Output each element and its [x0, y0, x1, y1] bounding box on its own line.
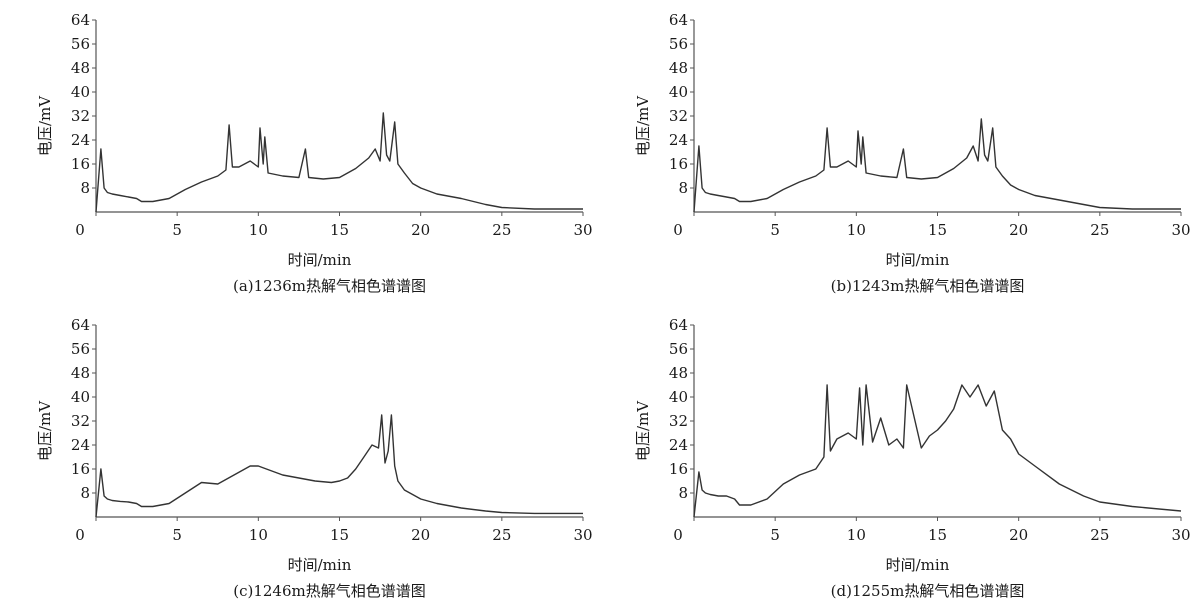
y-tick-label-b: 16	[669, 155, 688, 173]
x-tick-label-b: 0	[673, 221, 683, 239]
x-tick-label-d: 15	[928, 526, 947, 544]
y-tick-label-d: 32	[669, 412, 688, 430]
series-line-a-0	[95, 112, 583, 213]
y-tick-label-c: 32	[71, 412, 90, 430]
series-line-c-0	[95, 414, 583, 518]
chromatogram-panel-b: 8 16 24 32 40 48 56 64 0 5 10 15 20 25 30 电压/mV 时间/min (b…	[598, 0, 1196, 305]
y-tick-label-c: 8	[80, 484, 90, 502]
y-tick-label-a: 64	[71, 11, 90, 29]
y-tick-label-b: 40	[669, 83, 688, 101]
x-tick-label-d: 30	[1171, 526, 1190, 544]
x-tick-label-b: 5	[770, 221, 780, 239]
x-tick-label-d: 5	[770, 526, 780, 544]
x-tick-label-c: 0	[75, 526, 85, 544]
x-tick-label-d: 0	[673, 526, 683, 544]
y-tick-label-b: 32	[669, 107, 688, 125]
chart-svg-c: 8 16 24 32 40 48 56 64 0 5 10 15 20 25 30 电压/mV 时间/min (c…	[36, 316, 593, 600]
x-tick-label-a: 30	[573, 221, 592, 239]
x-tick-label-b: 10	[847, 221, 866, 239]
y-tick-label-c: 64	[71, 316, 90, 334]
x-axis-label-a: 时间/min	[288, 251, 352, 269]
x-tick-label-c: 15	[330, 526, 349, 544]
x-tick-label-a: 0	[75, 221, 85, 239]
series-line-d-0	[693, 384, 1182, 518]
y-tick-label-a: 40	[71, 83, 90, 101]
x-tick-label-c: 10	[249, 526, 268, 544]
y-tick-label-c: 40	[71, 388, 90, 406]
y-tick-label-d: 40	[669, 388, 688, 406]
x-tick-label-b: 15	[928, 221, 947, 239]
x-axis-label-d: 时间/min	[886, 556, 950, 574]
chart-caption-c: (c)1246m热解气相色谱谱图	[233, 582, 426, 600]
x-tick-label-a: 20	[411, 221, 430, 239]
x-axis-label-c: 时间/min	[288, 556, 352, 574]
chart-caption-a: (a)1236m热解气相色谱谱图	[233, 277, 426, 295]
y-tick-label-a: 32	[71, 107, 90, 125]
x-tick-label-c: 20	[411, 526, 430, 544]
y-tick-label-b: 8	[678, 179, 688, 197]
x-tick-label-c: 30	[573, 526, 592, 544]
y-axis-label-a: 电压/mV	[36, 95, 54, 156]
y-tick-label-a: 8	[80, 179, 90, 197]
x-tick-label-b: 30	[1171, 221, 1190, 239]
y-tick-label-c: 24	[71, 436, 90, 454]
x-tick-label-a: 15	[330, 221, 349, 239]
x-tick-label-a: 10	[249, 221, 268, 239]
chromatogram-panel-c: 8 16 24 32 40 48 56 64 0 5 10 15 20 25 30 电压/mV 时间/min (c…	[0, 305, 598, 610]
x-tick-label-c: 25	[492, 526, 511, 544]
y-tick-label-d: 8	[678, 484, 688, 502]
x-tick-label-d: 10	[847, 526, 866, 544]
y-axis-label-b: 电压/mV	[634, 95, 652, 156]
x-tick-label-a: 5	[172, 221, 182, 239]
y-tick-label-a: 16	[71, 155, 90, 173]
chart-svg-a: 8 16 24 32 40 48 56 64 0 5 10 15 20 25 30 电压/mV 时间/min (a…	[36, 11, 593, 295]
y-tick-label-c: 16	[71, 460, 90, 478]
y-tick-label-d: 56	[669, 340, 688, 358]
y-tick-label-d: 24	[669, 436, 688, 454]
chromatogram-panel-a: 8 16 24 32 40 48 56 64 0 5 10 15 20 25 30 电压/mV 时间/min (a…	[0, 0, 598, 305]
y-axis-label-d: 电压/mV	[634, 400, 652, 461]
y-tick-label-d: 16	[669, 460, 688, 478]
x-tick-label-b: 20	[1009, 221, 1028, 239]
y-tick-label-a: 24	[71, 131, 90, 149]
series-line-b-0	[693, 118, 1181, 213]
y-tick-label-b: 24	[669, 131, 688, 149]
y-tick-label-c: 48	[71, 364, 90, 382]
chart-svg-b: 8 16 24 32 40 48 56 64 0 5 10 15 20 25 30 电压/mV 时间/min (b…	[634, 11, 1191, 295]
y-tick-label-a: 48	[71, 59, 90, 77]
y-tick-label-b: 48	[669, 59, 688, 77]
y-axis-label-c: 电压/mV	[36, 400, 54, 461]
y-tick-label-d: 64	[669, 316, 688, 334]
chart-caption-d: (d)1255m热解气相色谱谱图	[831, 582, 1025, 600]
x-tick-label-d: 25	[1090, 526, 1109, 544]
x-tick-label-a: 25	[492, 221, 511, 239]
chromatogram-panel-d: 8 16 24 32 40 48 56 64 0 5 10 15 20 25 30 电压/mV 时间/min (d…	[598, 305, 1196, 610]
x-tick-label-c: 5	[172, 526, 182, 544]
x-tick-label-d: 20	[1009, 526, 1028, 544]
x-axis-label-b: 时间/min	[886, 251, 950, 269]
y-tick-label-a: 56	[71, 35, 90, 53]
y-tick-label-c: 56	[71, 340, 90, 358]
y-tick-label-b: 56	[669, 35, 688, 53]
chart-caption-b: (b)1243m热解气相色谱谱图	[831, 277, 1025, 295]
chart-svg-d: 8 16 24 32 40 48 56 64 0 5 10 15 20 25 30 电压/mV 时间/min (d…	[634, 316, 1191, 600]
x-tick-label-b: 25	[1090, 221, 1109, 239]
y-tick-label-d: 48	[669, 364, 688, 382]
y-tick-label-b: 64	[669, 11, 688, 29]
